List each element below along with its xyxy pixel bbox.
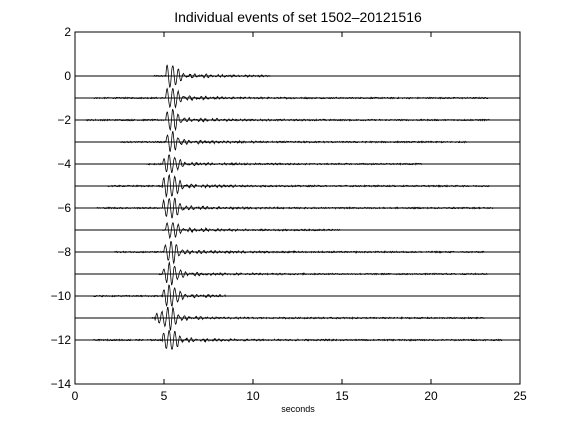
trace-6 (75, 173, 520, 199)
trace-13 (75, 330, 520, 350)
trace-waveform (92, 330, 503, 350)
y-tick-label: −2 (57, 113, 71, 127)
chart-title: Individual events of set 1502–20121516 (174, 9, 422, 25)
trace-7 (75, 197, 520, 219)
trace-9 (75, 241, 520, 265)
trace-8 (75, 221, 520, 240)
y-tick-label: −8 (57, 245, 71, 259)
y-tick-label: −14 (51, 377, 72, 391)
trace-11 (75, 284, 520, 307)
trace-waveform (153, 64, 271, 88)
y-tick-label: −4 (57, 157, 71, 171)
trace-5 (75, 154, 520, 173)
trace-2 (75, 87, 520, 109)
y-tick-label: −12 (51, 333, 72, 347)
x-tick-label: 5 (161, 389, 168, 403)
trace-waveform (96, 197, 494, 219)
y-tick-label: −6 (57, 201, 71, 215)
x-tick-label: 25 (513, 389, 527, 403)
x-tick-label: 0 (72, 389, 79, 403)
trace-waveform (151, 306, 485, 332)
traces-group (75, 64, 520, 350)
trace-10 (75, 260, 520, 286)
x-tick-label: 10 (246, 389, 260, 403)
x-tick-label: 20 (424, 389, 438, 403)
trace-waveform (106, 173, 491, 199)
x-tick-label: 15 (335, 389, 349, 403)
trace-waveform (92, 87, 488, 109)
trace-waveform (92, 284, 226, 307)
trace-waveform (145, 154, 423, 173)
x-axis-label: seconds (281, 404, 315, 414)
trace-4 (75, 131, 520, 152)
y-tick-label: −10 (51, 289, 72, 303)
trace-12 (75, 306, 520, 332)
y-tick-label: 0 (64, 69, 71, 83)
trace-waveform (113, 241, 485, 265)
trace-waveform (161, 221, 342, 240)
trace-waveform (85, 109, 490, 132)
trace-waveform (158, 260, 488, 286)
trace-waveform (119, 131, 467, 152)
y-tick-label: 2 (64, 25, 71, 39)
trace-3 (75, 109, 520, 132)
trace-1 (75, 64, 520, 88)
